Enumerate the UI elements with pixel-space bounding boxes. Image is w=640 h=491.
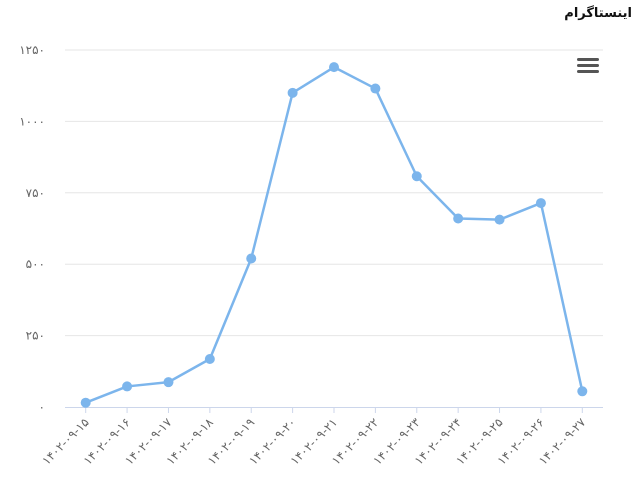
chart-menu-button[interactable]	[576, 56, 600, 76]
data-point	[535, 198, 546, 209]
data-point	[80, 397, 91, 408]
y-tick-label: ۰	[39, 400, 45, 414]
y-tick-label: ۷۵۰	[26, 186, 45, 200]
y-tick-label: ۲۵۰	[26, 329, 45, 343]
data-point	[287, 87, 298, 98]
hamburger-menu-icon-bar	[577, 64, 599, 67]
data-point	[329, 62, 339, 73]
chart-title: اینستاگرام	[564, 6, 632, 21]
hamburger-menu-icon-bar	[577, 70, 599, 73]
data-point	[370, 83, 381, 94]
y-tick-label: ۵۰۰	[26, 257, 45, 271]
data-point	[204, 354, 215, 365]
data-point	[163, 377, 174, 388]
data-point	[122, 381, 133, 392]
hamburger-menu-icon	[577, 58, 599, 61]
data-point	[453, 213, 464, 224]
data-point	[577, 386, 588, 397]
data-point	[246, 253, 257, 264]
y-tick-label: ۱۲۵۰	[19, 43, 45, 57]
data-point	[411, 171, 422, 182]
y-tick-label: ۱۰۰۰	[19, 114, 45, 128]
data-point	[494, 214, 505, 225]
series-line	[84, 65, 584, 404]
